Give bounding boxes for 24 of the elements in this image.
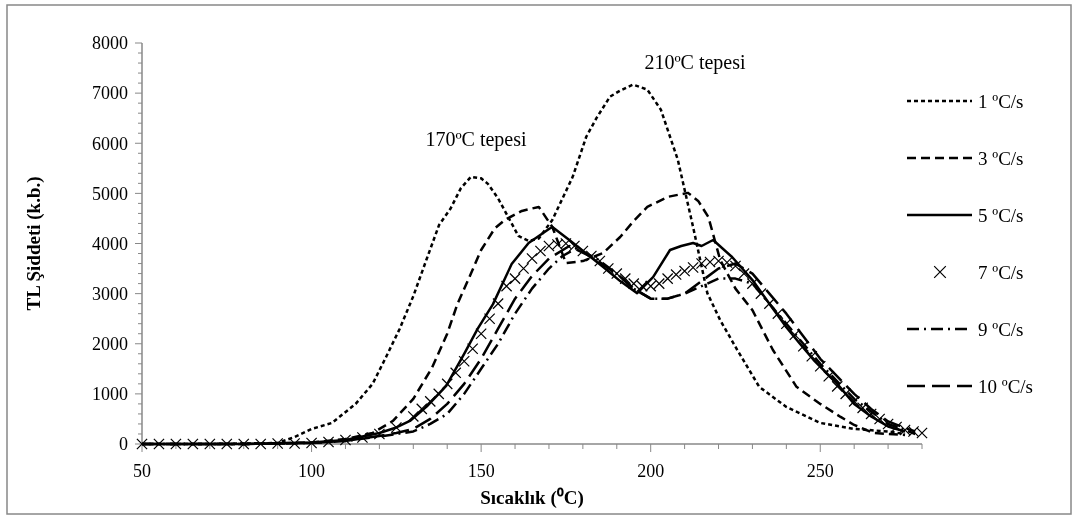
- annotation: 210ºC tepesi: [644, 51, 747, 74]
- legend-label: 7 ºC/s: [978, 261, 1024, 283]
- legend-label: 9 ºC/s: [978, 318, 1024, 340]
- y-tick-label: 4000: [92, 233, 128, 254]
- legend-label: 10 ºC/s: [978, 375, 1033, 397]
- legend-label: 3 ºC/s: [978, 147, 1024, 169]
- annotation: 170ºC tepesi: [425, 128, 528, 151]
- y-tick-label: 1000: [92, 384, 128, 405]
- y-axis-title: TL Şiddeti (k.b.): [23, 176, 45, 311]
- y-tick-label: 0: [119, 434, 128, 455]
- legend-label: 1 ºC/s: [978, 90, 1024, 112]
- x-tick-label: 250: [806, 461, 834, 481]
- y-tick-label: 5000: [92, 183, 128, 204]
- y-tick-label: 3000: [92, 283, 128, 304]
- y-tick-label: 8000: [92, 33, 128, 54]
- x-tick-label: 200: [637, 461, 665, 481]
- x-axis-title: Sıcaklık (⁰C): [480, 487, 584, 509]
- x-tick-label: 50: [133, 461, 151, 481]
- y-tick-label: 7000: [92, 83, 128, 104]
- x-tick-label: 100: [298, 461, 326, 481]
- y-tick-label: 6000: [92, 133, 128, 154]
- x-tick-label: 150: [467, 461, 495, 481]
- legend-label: 5 ºC/s: [978, 204, 1024, 226]
- y-tick-label: 2000: [92, 334, 128, 355]
